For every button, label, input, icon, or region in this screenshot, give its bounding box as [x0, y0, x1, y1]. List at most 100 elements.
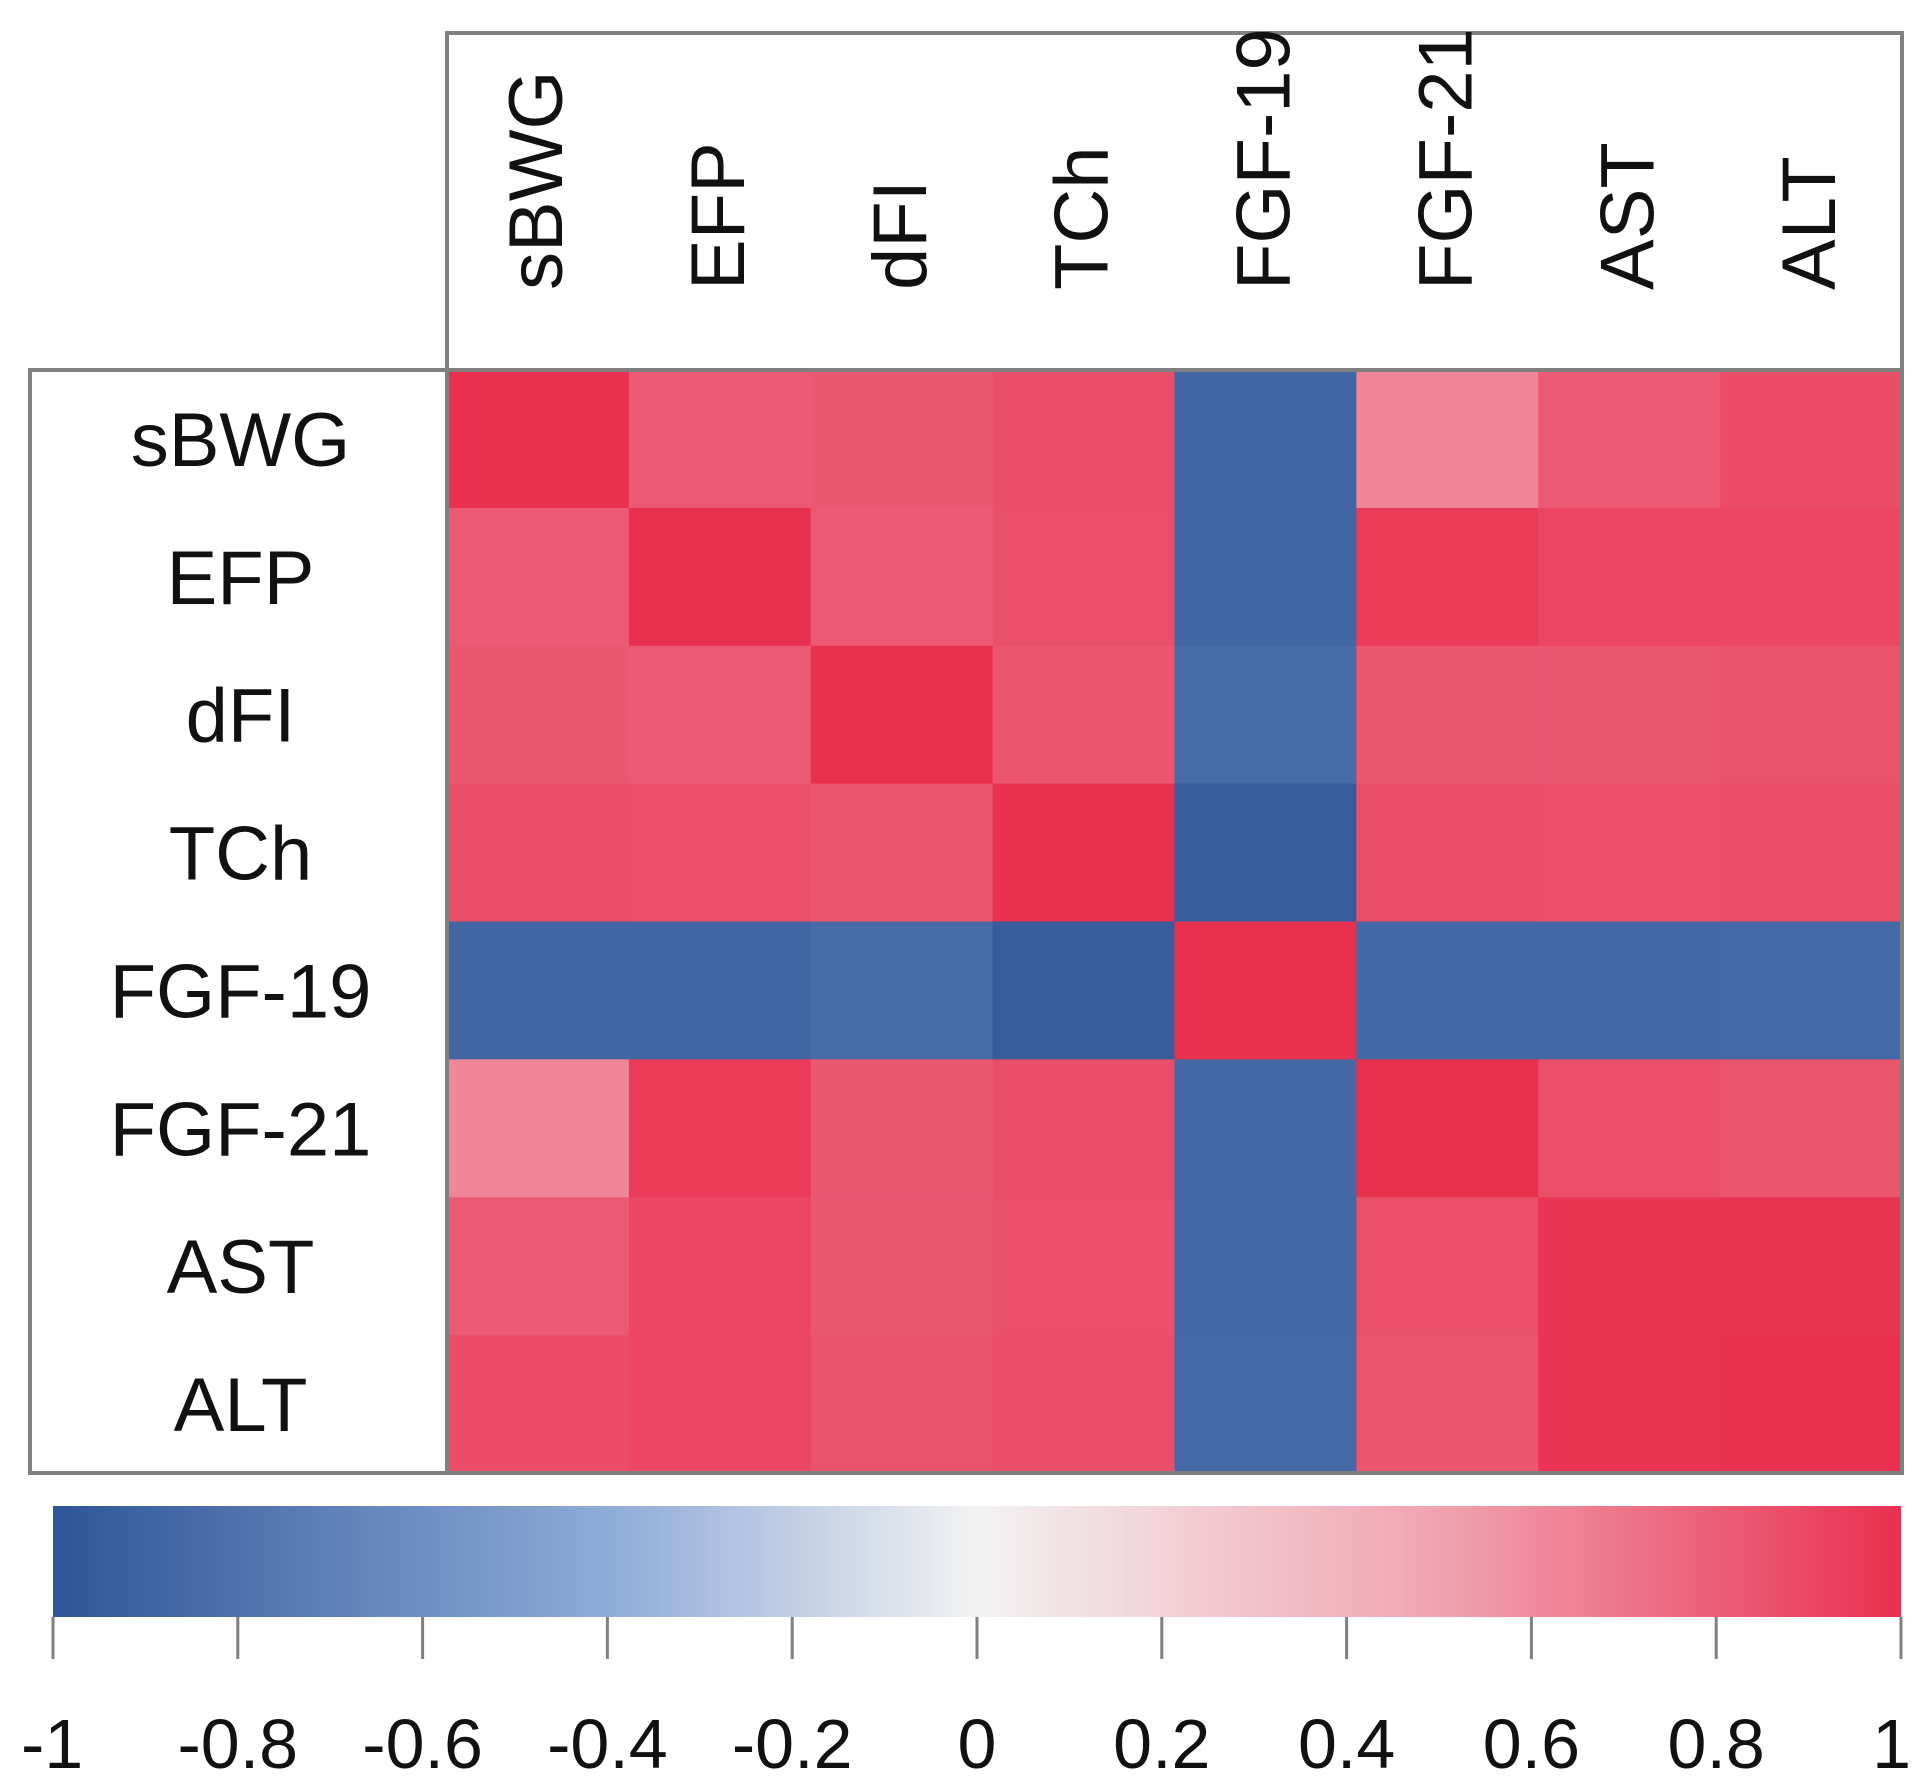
heatmap-cell-TCh-ALT: TCh / ALT [1720, 783, 1903, 923]
heatmap-cell-EFP-EFP: EFP / EFP [628, 507, 812, 647]
heatmap-cell-FGF-19-TCh: FGF-19 / TCh [992, 921, 1176, 1060]
heatmap-cell-sBWG-AST: sBWG / AST [1538, 370, 1721, 509]
heatmap-cell-AST-sBWG: AST / sBWG [447, 1197, 630, 1336]
column-label-FGF-21: FGF-21 [1403, 28, 1488, 290]
column-label-ALT: ALT [1767, 156, 1852, 290]
heatmap-cell-FGF-19-dFI: FGF-19 / dFI [810, 921, 994, 1060]
heatmap-cell-sBWG-sBWG: sBWG / sBWG [447, 370, 630, 509]
heatmap-cell-EFP-sBWG: EFP / sBWG [447, 507, 630, 647]
heatmap-cell-AST-FGF-19: AST / FGF-19 [1174, 1197, 1357, 1336]
colorbar-tick-label: -1 [21, 1705, 83, 1783]
column-label-TCh: TCh [1040, 146, 1125, 290]
heatmap-cell-FGF-19-sBWG: FGF-19 / sBWG [447, 921, 630, 1060]
column-label-FGF-19: FGF-19 [1222, 28, 1307, 290]
heatmap-cell-EFP-AST: EFP / AST [1538, 507, 1721, 647]
row-label-TCh: TCh [169, 812, 313, 897]
colorbar-tick-label: 0.2 [1113, 1705, 1210, 1783]
row-labels: sBWG EFP dFI TCh FGF-19 FGF-21 AST ALT [110, 398, 372, 1448]
heatmap-cell-sBWG-TCh: sBWG / TCh [992, 370, 1176, 509]
heatmap-cell-ALT-TCh: ALT / TCh [992, 1335, 1176, 1474]
heatmap-cell-FGF-21-EFP: FGF-21 / EFP [628, 1059, 812, 1198]
heatmap-cell-sBWG-FGF-21: sBWG / FGF-21 [1356, 370, 1539, 509]
colorbar-tick-label: -0.8 [177, 1705, 298, 1783]
heatmap-cell-TCh-AST: TCh / AST [1538, 783, 1721, 923]
column-label-sBWG: sBWG [494, 70, 579, 290]
heatmap-cell-ALT-FGF-19: ALT / FGF-19 [1174, 1335, 1357, 1474]
heatmap-cell-ALT-FGF-21: ALT / FGF-21 [1356, 1335, 1539, 1474]
heatmap-cell-AST-AST: AST / AST [1538, 1197, 1721, 1336]
row-label-dFI: dFI [186, 674, 296, 759]
heatmap-cell-dFI-EFP: dFI / EFP [628, 645, 812, 785]
colorbar-tick-label: 0.6 [1483, 1705, 1580, 1783]
colorbar-tick-label: -0.6 [362, 1705, 483, 1783]
heatmap-cell-TCh-TCh: TCh / TCh [992, 783, 1176, 923]
colorbar-tick-label: 1 [1872, 1705, 1911, 1783]
heatmap-cell-sBWG-ALT: sBWG / ALT [1720, 370, 1903, 509]
heatmap-cell-sBWG-FGF-19: sBWG / FGF-19 [1174, 370, 1357, 509]
heatmap-cell-EFP-FGF-19: EFP / FGF-19 [1174, 507, 1357, 647]
row-label-sBWG: sBWG [131, 398, 351, 483]
heatmap-cell-AST-EFP: AST / EFP [628, 1197, 812, 1336]
column-label-AST: AST [1585, 142, 1670, 290]
heatmap-cell-FGF-21-dFI: FGF-21 / dFI [810, 1059, 994, 1198]
heatmap-cell-sBWG-EFP: sBWG / EFP [628, 370, 812, 509]
heatmap-cell-FGF-19-EFP: FGF-19 / EFP [628, 921, 812, 1060]
row-label-EFP: EFP [167, 536, 315, 621]
colorbar-tick-label: 0.4 [1298, 1705, 1395, 1783]
colorbar-tick-label: -0.4 [547, 1705, 668, 1783]
colorbar-tick-label: 0.8 [1668, 1705, 1765, 1783]
heatmap-cell-dFI-dFI: dFI / dFI [810, 645, 994, 785]
heatmap-cell-FGF-19-FGF-21: FGF-19 / FGF-21 [1356, 921, 1539, 1060]
colorbar-gradient [53, 1506, 1901, 1617]
heatmap-cell-FGF-19-FGF-19: FGF-19 / FGF-19 [1174, 921, 1357, 1060]
heatmap-cell-TCh-EFP: TCh / EFP [628, 783, 812, 923]
heatmap-cell-dFI-ALT: dFI / ALT [1720, 645, 1903, 785]
heatmap-cell-dFI-FGF-19: dFI / FGF-19 [1174, 645, 1357, 785]
heatmap-cell-FGF-21-TCh: FGF-21 / TCh [992, 1059, 1176, 1198]
row-label-FGF-19: FGF-19 [110, 949, 372, 1034]
colorbar-tick-label: -0.2 [732, 1705, 853, 1783]
heatmap-cell-EFP-dFI: EFP / dFI [810, 507, 994, 647]
heatmap-cells: sBWG / sBWGsBWG / EFPsBWG / dFIsBWG / TC… [447, 370, 1903, 1474]
heatmap-cell-dFI-FGF-21: dFI / FGF-21 [1356, 645, 1539, 785]
heatmap-cell-TCh-dFI: TCh / dFI [810, 783, 994, 923]
heatmap-cell-AST-FGF-21: AST / FGF-21 [1356, 1197, 1539, 1336]
column-header-frame [445, 31, 1904, 372]
column-label-EFP: EFP [676, 142, 761, 290]
row-label-ALT: ALT [174, 1363, 308, 1448]
heatmap-cell-FGF-21-sBWG: FGF-21 / sBWG [447, 1059, 630, 1198]
heatmap-cell-ALT-sBWG: ALT / sBWG [447, 1335, 630, 1474]
heatmap-cell-ALT-EFP: ALT / EFP [628, 1335, 812, 1474]
heatmap-cell-EFP-ALT: EFP / ALT [1720, 507, 1903, 647]
heatmap-cell-FGF-19-ALT: FGF-19 / ALT [1720, 921, 1903, 1060]
heatmap-cell-TCh-sBWG: TCh / sBWG [447, 783, 630, 923]
heatmap-frames [28, 31, 1904, 1475]
heatmap-cell-sBWG-dFI: sBWG / dFI [810, 370, 994, 509]
column-labels: sBWG EFP dFI TCh FGF-19 FGF-21 AST ALT [494, 28, 1852, 290]
heatmap-cell-FGF-21-AST: FGF-21 / AST [1538, 1059, 1721, 1198]
heatmap-cell-ALT-ALT: ALT / ALT [1720, 1335, 1903, 1474]
grid-frame [445, 368, 1904, 1475]
colorbar: -1 -0.8 -0.6 -0.4 -0.2 0 0.2 0.4 0.6 0.8 1 [21, 1506, 1911, 1783]
heatmap-cell-dFI-AST: dFI / AST [1538, 645, 1721, 785]
colorbar-tick-label: 0 [958, 1705, 997, 1783]
heatmap-cell-FGF-21-FGF-19: FGF-21 / FGF-19 [1174, 1059, 1357, 1198]
heatmap-cell-dFI-TCh: dFI / TCh [992, 645, 1176, 785]
heatmap-cell-TCh-FGF-21: TCh / FGF-21 [1356, 783, 1539, 923]
heatmap-cell-dFI-sBWG: dFI / sBWG [447, 645, 630, 785]
heatmap-cell-AST-TCh: AST / TCh [992, 1197, 1176, 1336]
heatmap-cell-EFP-TCh: EFP / TCh [992, 507, 1176, 647]
heatmap-cell-FGF-19-AST: FGF-19 / AST [1538, 921, 1721, 1060]
heatmap-cell-AST-dFI: AST / dFI [810, 1197, 994, 1336]
heatmap-cell-AST-ALT: AST / ALT [1720, 1197, 1903, 1336]
heatmap-cell-TCh-FGF-19: TCh / FGF-19 [1174, 783, 1357, 923]
column-label-dFI: dFI [858, 180, 943, 290]
heatmap-cell-EFP-FGF-21: EFP / FGF-21 [1356, 507, 1539, 647]
heatmap-cell-ALT-AST: ALT / AST [1538, 1335, 1721, 1474]
row-label-AST: AST [167, 1225, 315, 1310]
row-label-FGF-21: FGF-21 [110, 1087, 372, 1172]
heatmap-cell-FGF-21-FGF-21: FGF-21 / FGF-21 [1356, 1059, 1539, 1198]
heatmap-cell-FGF-21-ALT: FGF-21 / ALT [1720, 1059, 1903, 1198]
heatmap-cell-ALT-dFI: ALT / dFI [810, 1335, 994, 1474]
